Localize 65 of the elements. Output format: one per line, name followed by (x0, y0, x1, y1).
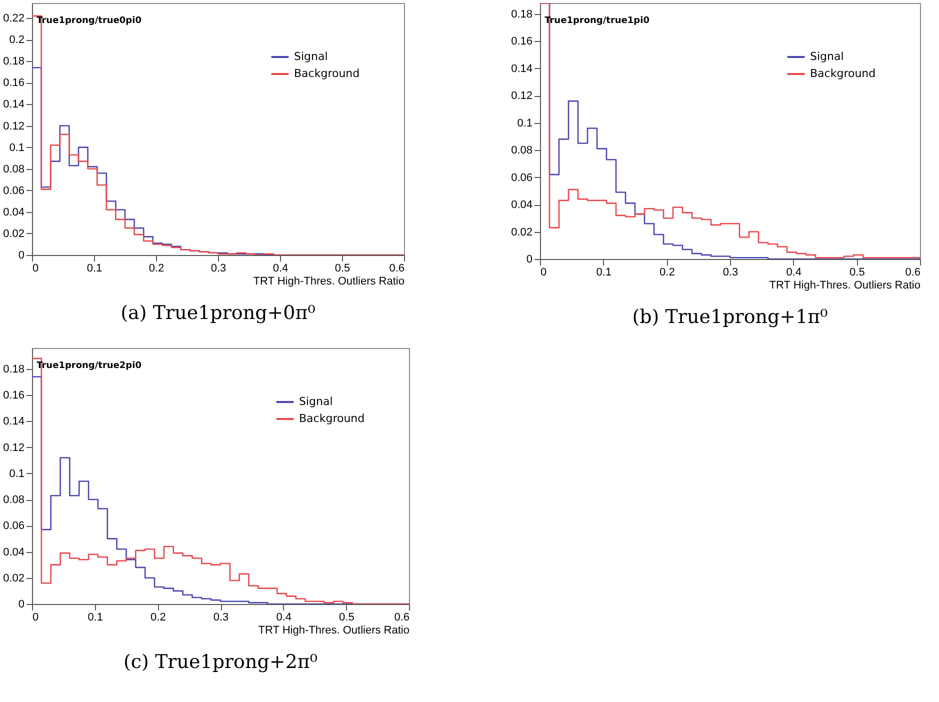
x-tick-label: 0 (32, 612, 39, 624)
y-tick-label: 0.2 (9, 34, 24, 46)
y-tick-label: 0.18 (3, 56, 24, 68)
x-tick-label: 0.2 (150, 612, 166, 624)
y-tick-label: 0.06 (3, 520, 24, 532)
y-tick-label: 0.04 (3, 546, 24, 558)
y-tick-label: 0.14 (3, 98, 24, 111)
y-tick-label: 0.02 (3, 572, 24, 584)
y-tick-label: 0.22 (3, 12, 24, 25)
y-tick-label: 0.12 (3, 120, 24, 132)
y-tick-label: 0.18 (511, 8, 532, 20)
y-tick-label: 0.08 (3, 494, 24, 506)
legend-label: Signal (294, 50, 328, 63)
y-tick-label: 0.12 (511, 90, 532, 102)
text: (b) True1prong+1π⁰ (632, 306, 828, 328)
legend-label: Signal (299, 395, 333, 408)
y-tick-label: 0.08 (3, 163, 24, 176)
y-tick-label: 0.08 (511, 144, 532, 157)
y-tick-label: 0.06 (3, 184, 24, 197)
y-tick-label: 0.18 (3, 363, 24, 376)
x-tick-label: 0.5 (339, 612, 354, 624)
x-tick-label: 0.6 (394, 612, 410, 624)
legend-label: Signal (810, 50, 844, 63)
y-tick-label: 0 (18, 250, 24, 262)
y-tick-label: 0.1 (9, 468, 24, 480)
x-tick-label: 0.4 (276, 612, 292, 624)
legend-label: Background (294, 67, 360, 80)
y-tick-label: 0.02 (3, 228, 24, 240)
x-tick-label: 0.3 (210, 262, 226, 274)
x-tick-label: 0.6 (389, 262, 404, 274)
x-tick-label: 0.3 (213, 612, 229, 624)
x-tick-label: 0.5 (850, 266, 865, 278)
y-tick-label: 0 (18, 598, 24, 610)
x-tick-label: 0.6 (905, 266, 920, 278)
y-tick-label: 0 (526, 254, 532, 266)
x-tick-label: 0 (540, 266, 547, 278)
y-tick-label: 0.14 (3, 416, 24, 428)
x-tick-label: 0.5 (334, 262, 350, 274)
y-tick-label: 0.12 (3, 442, 24, 454)
y-tick-label: 0.16 (3, 77, 24, 90)
y-tick-label: 0.04 (3, 206, 24, 218)
y-tick-label: 0.02 (511, 226, 532, 238)
y-tick-label: 0.04 (511, 199, 532, 212)
x-axis-title: TRT High-Thres. Outliers Ratio (769, 280, 920, 292)
x-axis-title: TRT High-Thres. Outliers Ratio (258, 624, 410, 636)
x-tick-label: 0.2 (148, 262, 164, 274)
y-tick-label: 0.1 (517, 117, 532, 130)
x-axis-title: TRT High-Thres. Outliers Ratio (253, 276, 404, 288)
text: (a) True1prong+0π⁰ (120, 302, 316, 324)
y-tick-label: 0.16 (3, 390, 24, 402)
x-tick-label: 0.2 (660, 266, 675, 278)
y-tick-label: 0.1 (9, 142, 24, 154)
legend-label: Background (810, 67, 876, 80)
x-tick-label: 0.1 (596, 266, 612, 278)
x-tick-label: 0.4 (272, 262, 288, 274)
x-tick-label: 0 (32, 262, 39, 274)
legend-label: Background (299, 412, 365, 425)
y-tick-label: 0.16 (511, 36, 532, 48)
x-tick-label: 0.1 (86, 262, 102, 274)
x-tick-label: 0.1 (88, 612, 103, 624)
x-tick-label: 0.4 (786, 266, 802, 278)
y-tick-label: 0.06 (511, 172, 532, 184)
x-tick-label: 0.3 (722, 266, 738, 278)
text: (c) True1prong+2π⁰ (123, 651, 318, 673)
y-tick-label: 0.14 (511, 62, 532, 75)
